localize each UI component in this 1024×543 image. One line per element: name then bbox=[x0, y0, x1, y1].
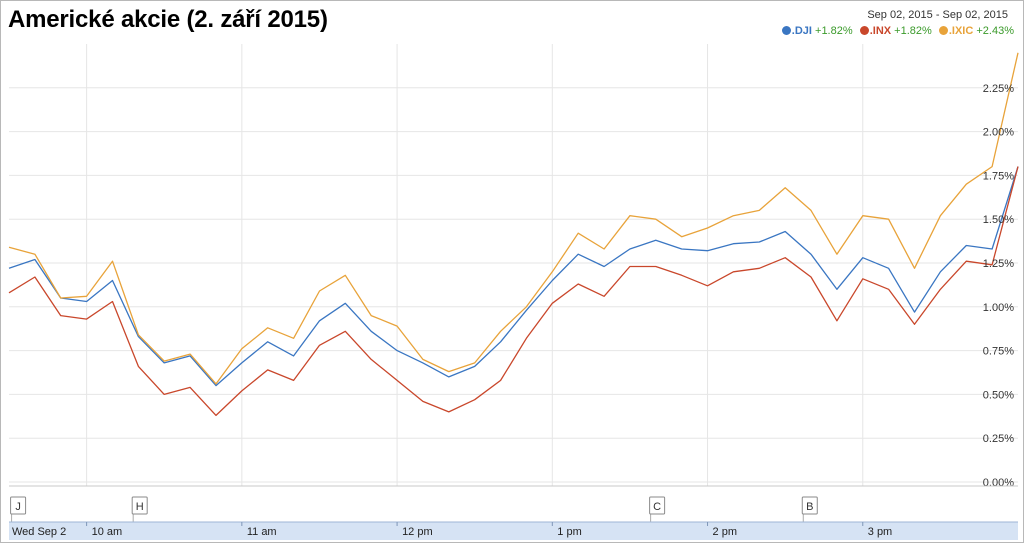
plot-area bbox=[9, 44, 1018, 486]
x-tick-label: 12 pm bbox=[402, 526, 433, 538]
x-tick-label: 2 pm bbox=[713, 526, 737, 538]
x-tick-label: 1 pm bbox=[557, 526, 581, 538]
legend-item-ixic[interactable]: .IXIC +2.43% bbox=[938, 25, 1014, 37]
legend-name: .DJI bbox=[791, 25, 812, 37]
series-line-dji bbox=[8, 166, 1019, 387]
flag-marker[interactable] bbox=[131, 496, 148, 515]
flag-label: J bbox=[15, 501, 21, 513]
legend-name: .IXIC bbox=[948, 25, 974, 37]
series-line-ixic bbox=[8, 52, 1019, 385]
legend-item-dji[interactable]: .DJI +1.82% bbox=[781, 25, 853, 37]
legend-dot-icon bbox=[859, 26, 869, 35]
flag-marker[interactable] bbox=[649, 496, 666, 515]
flag-label: H bbox=[136, 501, 144, 513]
vertical-gridlines bbox=[86, 44, 864, 522]
legend-change: +1.82% bbox=[815, 25, 853, 37]
flag-marker[interactable] bbox=[801, 496, 818, 515]
flag-marker[interactable] bbox=[10, 496, 27, 515]
x-tick-label: 10 am bbox=[92, 526, 123, 538]
horizontal-gridlines bbox=[9, 87, 1018, 483]
flag-label: C bbox=[653, 501, 661, 513]
legend-name: .INX bbox=[869, 25, 892, 37]
legend-item-inx[interactable]: .INX +1.82% bbox=[859, 25, 932, 37]
series-line-inx bbox=[8, 166, 1019, 417]
legend-dot-icon bbox=[781, 26, 791, 35]
date-range: Sep 02, 2015 - Sep 02, 2015 bbox=[867, 9, 1008, 21]
y-tick-label: 1.50% bbox=[983, 214, 1014, 226]
legend-change: +1.82% bbox=[894, 25, 932, 37]
x-tick-label: Wed Sep 2 bbox=[12, 526, 66, 538]
y-tick-label: 2.00% bbox=[983, 127, 1014, 139]
legend-change: +2.43% bbox=[976, 25, 1014, 37]
flag-label: B bbox=[806, 501, 813, 513]
y-tick-label: 1.75% bbox=[983, 170, 1014, 182]
timeline-strip bbox=[9, 486, 1018, 522]
page-title: Americké akcie (2. září 2015) bbox=[8, 6, 328, 33]
series-lines bbox=[8, 52, 1019, 417]
y-tick-label: 1.25% bbox=[983, 258, 1014, 270]
y-tick-label: 0.50% bbox=[983, 389, 1014, 401]
y-tick-label: 0.25% bbox=[983, 433, 1014, 445]
x-axis-ticks: Wed Sep 2 10 am 11 am 12 pm 1 pm 2 pm 3 pm bbox=[12, 522, 892, 538]
y-tick-label: 2.25% bbox=[983, 83, 1014, 95]
x-axis-bar bbox=[9, 522, 1018, 540]
legend-dot-icon bbox=[938, 26, 948, 35]
x-tick-label: 3 pm bbox=[868, 526, 892, 538]
y-tick-label: 1.00% bbox=[983, 302, 1014, 314]
legend: .DJI +1.82% .INX +1.82% .IXIC +2.43% bbox=[770, 25, 1014, 37]
y-tick-label: 0.75% bbox=[983, 346, 1014, 358]
x-tick-label: 11 am bbox=[247, 526, 277, 538]
